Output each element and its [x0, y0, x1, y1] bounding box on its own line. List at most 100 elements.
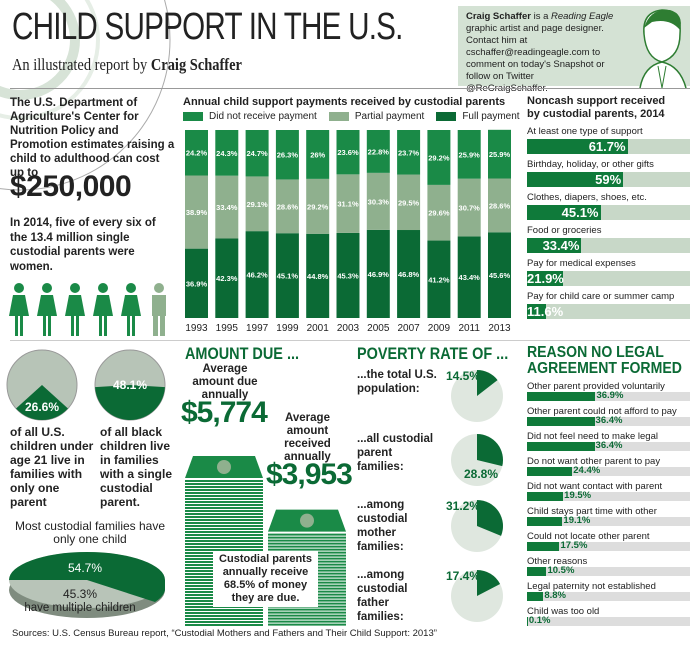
divider [10, 88, 690, 89]
bar-label: 24.3% [216, 149, 238, 158]
people-icons [8, 282, 170, 336]
bar-segment [488, 178, 511, 233]
poverty-label: ...the total U.S. population: [357, 369, 437, 395]
bar-segment [397, 174, 421, 231]
bar-label: 45.1% [277, 272, 299, 281]
bar-label: 23.6% [337, 148, 359, 157]
bar-segment [215, 238, 239, 318]
pie-slice [95, 385, 165, 421]
cost-amount: $250,000 [10, 170, 132, 203]
bar-segment [306, 178, 330, 234]
bar-label: 45.3% [337, 271, 359, 280]
pie-label: 48.1% [113, 378, 147, 392]
bar-segment [427, 240, 451, 318]
noncash-bar-track: 21.9% [527, 271, 690, 286]
reason-bar-track: 24.4% [527, 465, 690, 476]
bar-segment [185, 130, 208, 176]
reason-bar-track: 17.5% [527, 540, 690, 551]
year-label: 2013 [488, 323, 511, 334]
bar-segment [336, 130, 360, 175]
poverty-pie: 31.2% [446, 499, 503, 552]
bar-label: 22.8% [368, 147, 390, 156]
note-text: Custodial parents annually receive [219, 553, 312, 578]
bar-segment [336, 232, 360, 318]
bar-segment [366, 130, 390, 173]
bar-segment [457, 178, 481, 237]
reason-bar-track: 0.1% [527, 615, 690, 626]
reason-label: Other parent could not afford to pay [527, 406, 677, 417]
pie-slice-one-child [9, 552, 165, 602]
poverty-label: ...all custodial parent families: [357, 433, 434, 473]
bar-label: 25.9% [489, 150, 511, 159]
reason-value: 19.5% [564, 490, 592, 501]
reason-label: Did not feel need to make legal [527, 431, 658, 442]
bar-segment [488, 129, 511, 179]
noncash-bar-fill: 45.1% [527, 205, 601, 220]
pie-slice [477, 434, 503, 467]
bar-label: 29.2% [428, 153, 450, 162]
pie-slice [477, 500, 503, 536]
bar-segment [366, 229, 390, 318]
divider [10, 340, 690, 341]
reason-label: Other reasons [527, 556, 588, 567]
bar-label: 46.8% [398, 270, 420, 279]
woman-icon [37, 283, 57, 336]
sources: Sources: U.S. Census Bureau report, “Cus… [12, 628, 437, 639]
reason-bar-fill [527, 567, 547, 576]
noncash-bar-fill: 61.7% [527, 139, 628, 154]
reason-label: Do not want other parent to pay [527, 456, 661, 467]
author: Craig Schaffer [150, 55, 242, 74]
payments-legend: Did not receive payment Partial payment … [183, 111, 520, 122]
payments-bar-chart: 36.9% 38.9% 24.2% 1993 42.3% 33.4% 24.3% 1995 46… [185, 129, 511, 334]
bar-segment [185, 248, 208, 318]
bar-label: 29.1% [246, 200, 268, 209]
bar-segment [397, 230, 421, 318]
noncash-label: Pay for child care or summer camp [527, 291, 675, 302]
pie-label: 14.5% [446, 369, 480, 383]
pie-slice [477, 570, 501, 596]
pie-label: 54.7% [68, 561, 102, 575]
year-label: 2009 [428, 323, 451, 334]
reason-bar-track: 10.5% [527, 565, 690, 576]
noncash-label: Food or groceries [527, 225, 602, 236]
poverty-pie: 28.8% [451, 434, 503, 486]
noncash-bar-track: 11.6% [527, 304, 690, 319]
legend-label: Full payment [462, 111, 520, 122]
reason-bar-track: 36.4% [527, 415, 690, 426]
bar-label: 44.8% [307, 272, 329, 281]
year-label: 2007 [397, 323, 420, 334]
bar-label: 25.9% [459, 150, 481, 159]
year-label: 2011 [458, 323, 480, 334]
reason-value: 10.5% [547, 565, 575, 576]
note-highlight: 68.5% of money [223, 579, 308, 591]
noncash-bar-fill: 59% [527, 172, 624, 187]
reason-bar-fill [527, 592, 544, 601]
poverty-pie: 17.4% [446, 569, 503, 622]
amount-due-label: Average amount due annually [192, 363, 258, 401]
bar-segment [245, 231, 269, 318]
bar-label: 26% [310, 150, 325, 159]
bar-label: 38.9% [186, 208, 208, 217]
author-portrait-icon [639, 9, 687, 88]
subtitle-prefix: An illustrated report by [12, 55, 148, 74]
reason-label: Could not locate other parent [527, 531, 650, 542]
amount-due-title: AMOUNT DUE ... [185, 344, 299, 363]
noncash-bar-track: 61.7% [527, 139, 690, 154]
bar-segment [397, 130, 421, 175]
bar-label: 33.4% [216, 203, 238, 212]
reason-label: Child was too old [527, 606, 600, 617]
bar-segment [245, 176, 269, 232]
bar-segment [275, 130, 299, 180]
bar-label: 30.3% [368, 197, 390, 206]
bar-label: 46.9% [368, 270, 390, 279]
reason-bar-fill [527, 492, 564, 501]
intro-text: The U.S. Department of Agriculture's Cen… [10, 97, 175, 179]
woman-icon [65, 283, 85, 336]
year-label: 1995 [216, 323, 239, 334]
family-pie-title: Most custodial families have only one ch… [14, 519, 166, 546]
bio-text-2: graphic artist and page designer. Contac… [466, 23, 605, 94]
pie-caption-2: of all black children live in families w… [100, 425, 173, 509]
reason-bar-fill [527, 392, 596, 401]
noncash-label: At least one type of support [527, 126, 643, 137]
reason-bar-track: 36.9% [527, 390, 690, 401]
